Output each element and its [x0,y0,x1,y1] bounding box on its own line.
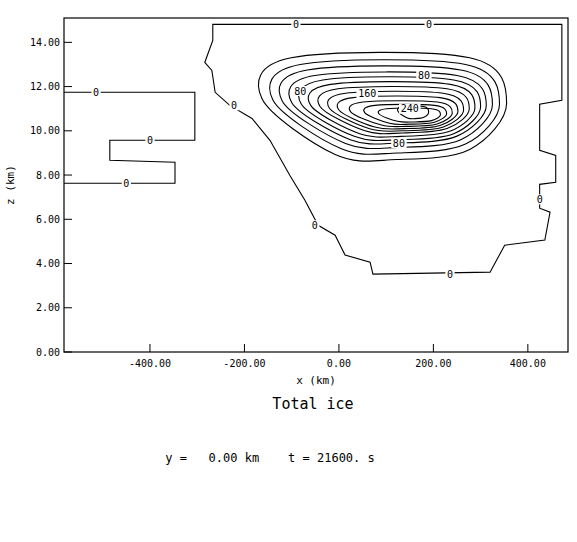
y-tick [64,175,72,176]
contour-line [299,77,481,141]
contour-label-bg [425,19,434,29]
contours [64,24,562,274]
contour-label: 0 [312,220,318,231]
contour-label-bg [122,178,131,188]
y-tick [64,219,72,220]
title: Total ice [272,395,353,413]
x-tick-label: 200.00 [415,358,451,369]
contour-label-bg [535,194,544,204]
y-tick-label: 6.00 [36,214,60,225]
contour-line [337,96,458,129]
x-tick [244,344,245,352]
plot-frame [64,18,568,352]
y-tick-label: 12.00 [30,81,60,92]
x-tick [149,344,150,352]
contour-label: 0 [293,19,299,30]
chart: 0 0 0 0 0 0 0 0 0 80 80 80 160 240 -400.00 -200.00 0.00 2… [0,0,577,542]
contour-label: 240 [401,103,419,114]
y-tick-label: 0.00 [36,347,60,358]
contour-label-bg [145,135,154,145]
contour-label: 0 [123,178,129,189]
y-tick-label: 14.00 [30,37,60,48]
y-tick-label: 4.00 [36,258,60,269]
contour-label: 80 [393,138,405,149]
x-tick-label: -200.00 [223,358,265,369]
x-tick-label: 400.00 [510,358,546,369]
y-tick [64,130,72,131]
contour-labels: 0 0 0 0 0 0 0 0 0 80 80 80 160 240 [92,19,545,280]
contour-line [349,101,452,127]
contour-line [270,60,500,155]
y-tick [64,307,72,308]
subtitle: y = 0.00 km t = 21600. s [165,451,375,465]
y-tick-label: 8.00 [36,170,60,181]
x-tick-label: 0.00 [327,358,351,369]
contour-label-bg [292,86,307,96]
contour-label: 0 [537,194,543,205]
contour-label-bg [310,220,319,230]
contour-label: 80 [418,70,430,81]
contour-label-bg [391,138,406,148]
x-tick [433,344,434,352]
contour-label-bg [416,71,431,81]
contour-line [258,52,506,161]
y-tick [64,263,72,264]
contour-line [328,91,464,131]
contour-line [205,24,562,274]
contour-label-bg [445,269,454,279]
contour-line [318,86,469,133]
y-tick [64,42,72,43]
contour-line [64,92,195,183]
contour-label: 0 [447,269,453,280]
y-axis-title: z (km) [4,165,17,205]
contour-line [279,66,492,149]
contour-label: 0 [426,19,432,30]
contour-line [289,72,486,144]
y-tick-label: 2.00 [36,302,60,313]
contour-label-bg [291,19,300,29]
contour-label: 0 [231,100,237,111]
contour-label-bg [399,104,421,114]
x-tick [338,344,339,352]
contour-label: 80 [294,86,306,97]
y-tick-label: 10.00 [30,125,60,136]
contour-label: 0 [93,87,99,98]
y-tick [64,352,72,353]
contour-line [308,82,475,138]
x-tick-label: -400.00 [129,358,171,369]
y-tick [64,86,72,87]
contour-label-bg [356,88,378,98]
x-axis-title: x (km) [296,374,336,387]
x-tick [527,344,528,352]
contour-label-bg [92,87,101,97]
contour-label: 160 [358,88,376,99]
contour-label-bg [229,100,238,110]
contour-label: 0 [147,135,153,146]
